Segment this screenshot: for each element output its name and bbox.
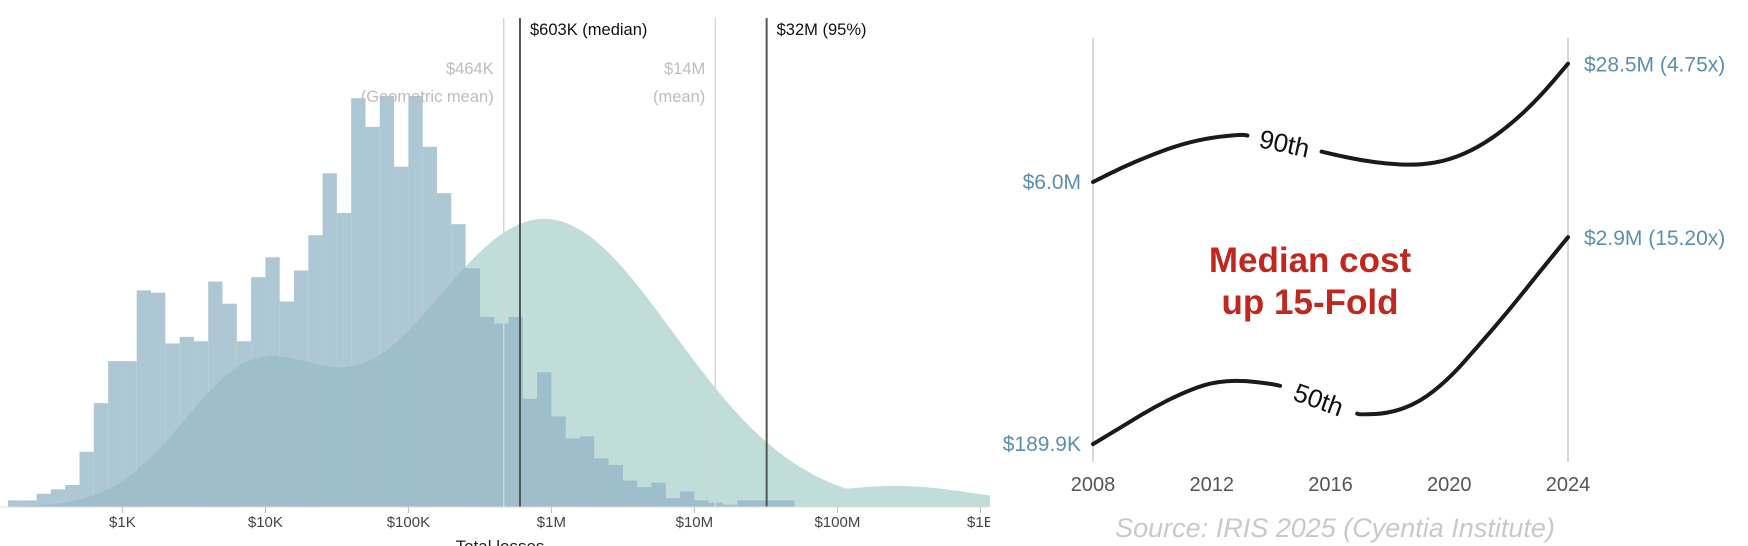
histogram-bar [22, 500, 37, 507]
histogram-bar [36, 493, 51, 507]
histogram-bar [551, 416, 566, 507]
x-tick-label: $100M [814, 514, 860, 531]
histogram-bar [723, 504, 738, 507]
histogram-bar [651, 482, 666, 507]
loss-histogram-chart: $464K (Geometric mean) $603K (median) $14M (… [0, 18, 990, 546]
histogram-bar [50, 489, 66, 507]
value-labels: $6.0M $28.5M (4.75x) $189.9K $2.9M (15.20x) [1003, 54, 1726, 456]
annotation-line-2: up 15-Fold [1222, 283, 1399, 322]
start-value-label: $6.0M [1023, 171, 1081, 194]
x-tick-label: $100K [387, 514, 430, 531]
histogram-bar [594, 458, 609, 507]
x-axis: $1K $10K $100K $1M $10M $100M $1B [0, 506, 990, 531]
x-tick-label: 2016 [1308, 474, 1353, 496]
histogram-bar [494, 323, 509, 507]
histogram-bar [622, 480, 638, 507]
start-value-label: $189.9K [1003, 433, 1081, 456]
x-tick-label: $10M [676, 514, 714, 531]
histogram-bar [236, 341, 252, 507]
x-tick-label: 2020 [1427, 474, 1472, 496]
histogram-bar [608, 465, 623, 507]
histogram-bar [537, 372, 552, 507]
histogram-bar [279, 301, 294, 507]
histogram-bar [751, 500, 766, 507]
series-label-90th: 90th [1257, 123, 1313, 163]
annotation-line-1: Median cost [1209, 241, 1412, 280]
histogram-bar [151, 292, 166, 507]
x-tick-label: $1K [109, 514, 136, 531]
histogram-bar [465, 268, 480, 507]
histogram-bar [265, 257, 280, 507]
end-value-label: $28.5M (4.75x) [1584, 54, 1725, 77]
histogram-bar [122, 361, 137, 507]
histogram-bar [93, 403, 109, 507]
histogram-bar [336, 213, 352, 507]
x-tick-label: $1M [537, 514, 566, 531]
histogram-bar [351, 98, 366, 508]
histogram-bar [408, 95, 423, 507]
x-axis-title: Total losses [456, 537, 545, 546]
series-label-50th: 50th [1290, 377, 1348, 422]
histogram-bar [8, 500, 23, 507]
histogram-bar [379, 95, 395, 507]
histogram-bar [780, 500, 795, 507]
histogram-bar [580, 436, 595, 507]
series-line-90th [1091, 132, 1250, 184]
histogram-bar [437, 193, 452, 507]
histogram-bars [8, 95, 795, 508]
marker-label: $32M (95%) [777, 21, 867, 39]
histogram-bar [108, 361, 123, 507]
histogram-bar [451, 224, 466, 507]
histogram-bar [136, 290, 151, 507]
x-tick-label: 2024 [1546, 474, 1591, 496]
series-line-90th [1319, 61, 1570, 167]
series-line-50th [1355, 235, 1570, 417]
histogram-bar [479, 316, 495, 507]
histogram-bar [365, 126, 380, 507]
x-tick-label: 2012 [1190, 474, 1235, 496]
histogram-bar [208, 281, 223, 507]
histogram-bar [422, 146, 437, 507]
x-axis-ticks: 2008 2012 2016 2020 2024 [1071, 474, 1591, 496]
histogram-bar [680, 491, 695, 507]
x-tick-label: 2008 [1071, 474, 1116, 496]
histogram-bar [565, 438, 580, 507]
histogram-bar [179, 336, 194, 507]
reference-markers: $464K (Geometric mean) $603K (median) $14M (… [361, 18, 867, 507]
histogram-bar [322, 173, 337, 508]
histogram-bar [522, 398, 538, 507]
histogram-bar [165, 343, 180, 507]
histogram-bar [637, 487, 652, 507]
x-tick-label: $10K [248, 514, 283, 531]
x-tick-label: $1B [967, 514, 990, 531]
percentile-trend-chart: 90th 50th $6.0M $28.5M (4.75x) $189.9K $2.9M… [1003, 38, 1726, 543]
histogram-bar [193, 341, 209, 507]
marker-label: $603K (median) [530, 21, 647, 39]
histogram-bar [694, 500, 709, 507]
marker-label: (Geometric mean) [361, 88, 494, 106]
histogram-bar [251, 277, 266, 507]
histogram-bar [65, 484, 80, 507]
histogram-bar [308, 235, 323, 508]
source-note: Source: IRIS 2025 (Cyentia Institute) [1115, 513, 1555, 543]
histogram-bar [394, 166, 409, 507]
marker-label: $464K [446, 60, 494, 78]
histogram-bar [294, 270, 309, 507]
histogram-bar [765, 500, 781, 507]
histogram-bar [665, 498, 681, 507]
marker-label: (mean) [653, 88, 705, 106]
marker-label: $14M [664, 60, 705, 78]
histogram-bar [79, 451, 94, 507]
series-line-50th [1091, 378, 1282, 447]
end-value-label: $2.9M (15.20x) [1584, 227, 1725, 250]
histogram-bar [737, 500, 752, 507]
histogram-bar [222, 303, 237, 507]
